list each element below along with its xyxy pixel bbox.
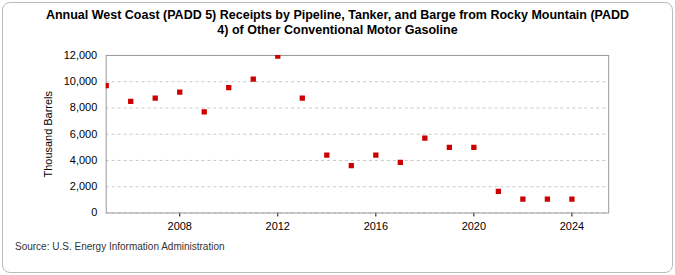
svg-text:4,000: 4,000 xyxy=(70,154,97,166)
svg-text:2020: 2020 xyxy=(462,220,486,232)
svg-text:2008: 2008 xyxy=(168,220,192,232)
svg-text:2024: 2024 xyxy=(560,220,584,232)
html-text:Annual West Coast (PADD 5) Rec: Annual West Coast (PADD 5) Receipts by P… xyxy=(45,8,630,37)
svg-text:0: 0 xyxy=(91,206,97,218)
svg-text:2016: 2016 xyxy=(364,220,388,232)
svg-text:2012: 2012 xyxy=(266,220,290,232)
svg-text:Thousand Barrels: Thousand Barrels xyxy=(42,90,54,177)
html-text:Source: U.S. Energy Informatio: Source: U.S. Energy Information Administ… xyxy=(15,241,225,252)
svg-text:2,000: 2,000 xyxy=(70,180,97,192)
svg-text:8,000: 8,000 xyxy=(70,101,97,113)
svg-text:10,000: 10,000 xyxy=(64,75,98,87)
svg-text:6,000: 6,000 xyxy=(70,128,97,140)
svg-text:12,000: 12,000 xyxy=(64,49,98,61)
